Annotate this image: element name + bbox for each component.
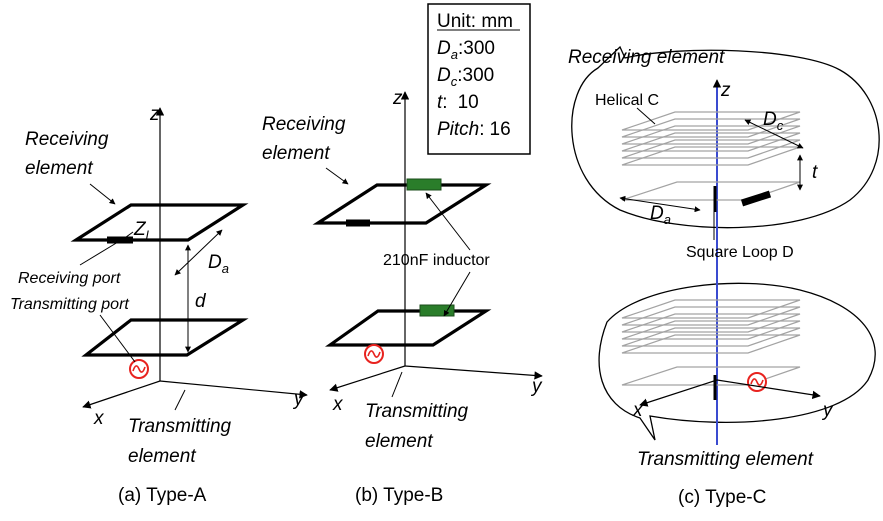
b-receiving-label-2: element <box>262 143 330 164</box>
b-x-label: x <box>332 394 344 415</box>
c-square-loop-label: Square Loop D <box>686 244 794 261</box>
a-x-axis <box>82 380 161 409</box>
c-dc-label: Dc <box>763 109 784 133</box>
a-caption: (a) Type-A <box>118 485 207 506</box>
a-x-label: x <box>93 408 105 429</box>
units-row-da: Da:300 <box>437 38 495 62</box>
c-receiving-label: Receiving element <box>568 47 725 68</box>
a-receiving-label-2: element <box>25 158 93 179</box>
c-tx-helical-coil <box>621 299 801 354</box>
b-caption: (b) Type-B <box>355 485 443 506</box>
a-receiving-label-1: Receiving <box>25 129 109 150</box>
a-receiving-loop <box>70 203 249 242</box>
a-receiving-port-label: Receiving port <box>18 270 121 287</box>
c-da-dimension <box>619 195 701 213</box>
c-transmitting-label: Transmitting element <box>637 449 814 470</box>
a-y-label: y <box>292 389 305 410</box>
a-d-label: d <box>195 291 207 312</box>
c-transmitting-bubble <box>598 282 876 441</box>
b-transmitting-loop <box>324 309 492 347</box>
a-da-dimension <box>174 229 223 276</box>
b-y-axis <box>404 365 543 380</box>
a-receiving-pointer <box>89 183 116 205</box>
a-transmitting-port-label: Transmitting port <box>10 296 129 313</box>
b-tx-inductor <box>419 304 455 317</box>
b-inductor-label: 210nF inductor <box>383 252 490 269</box>
a-transmitting-label-1: Transmitting <box>128 416 232 437</box>
units-row-t: t: 10 <box>437 92 479 113</box>
c-t-label: t <box>812 162 818 183</box>
c-tx-square-loop <box>621 366 801 386</box>
panel-b: z x y Receiving element 210nF inductor T… <box>262 88 543 506</box>
c-da-label: Da <box>650 203 671 227</box>
units-title: Unit: mm <box>437 11 513 32</box>
c-dc-dimension <box>744 119 804 149</box>
panel-a: z x y Receiving element Zl Da d Receivin… <box>10 104 308 506</box>
b-receiving-loop <box>312 183 492 225</box>
c-y-axis <box>716 379 821 399</box>
a-z-label: z <box>149 104 160 125</box>
b-transmitting-label-1: Transmitting <box>365 401 469 422</box>
b-y-label: y <box>530 376 543 397</box>
b-x-axis <box>329 365 406 392</box>
c-x-axis <box>639 379 718 407</box>
b-z-label: z <box>392 88 403 109</box>
c-caption: (c) Type-C <box>678 487 766 508</box>
c-receiving-bubble <box>571 45 880 229</box>
c-helical-label: Helical C <box>595 92 659 109</box>
a-zl-label: Zl <box>133 219 150 243</box>
c-rx-square-loop <box>621 181 801 201</box>
c-rx-load <box>740 190 772 207</box>
a-da-label: Da <box>208 252 229 276</box>
a-transmitting-label-2: element <box>128 446 196 467</box>
c-z-label: z <box>720 80 731 101</box>
c-y-label: y <box>821 400 834 421</box>
b-rx-inductor <box>406 178 442 191</box>
b-transmitting-label-2: element <box>365 431 433 452</box>
panel-c: x y z Receiving element Helical C Dc t D… <box>568 45 880 508</box>
units-box: Unit: mm Da:300 Dc:300 t: 10 Pitch: 16 <box>427 3 531 155</box>
a-transmitting-loop <box>81 318 249 357</box>
units-row-pitch: Pitch: 16 <box>437 119 511 140</box>
c-x-label: x <box>632 400 644 421</box>
units-row-dc: Dc:300 <box>437 65 494 89</box>
b-receiving-label-1: Receiving <box>262 114 346 135</box>
a-y-axis <box>159 380 308 399</box>
